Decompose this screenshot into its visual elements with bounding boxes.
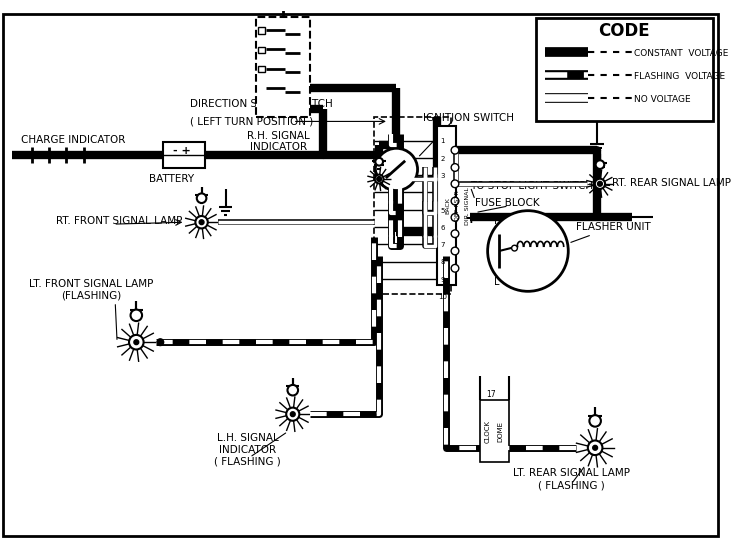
Circle shape bbox=[131, 310, 142, 321]
Text: CONSTANT  VOLTAGE: CONSTANT VOLTAGE bbox=[635, 49, 729, 58]
Circle shape bbox=[129, 335, 143, 349]
Text: FLASHER UNIT: FLASHER UNIT bbox=[571, 222, 650, 243]
Text: FLASHING  VOLTAGE: FLASHING VOLTAGE bbox=[635, 72, 725, 81]
Bar bbox=[163, 141, 206, 168]
Circle shape bbox=[596, 160, 605, 169]
Text: IGNITION SWITCH: IGNITION SWITCH bbox=[424, 113, 514, 123]
Circle shape bbox=[291, 412, 295, 416]
Circle shape bbox=[377, 177, 382, 182]
Text: LT. FRONT SIGNAL LAMP
(FLASHING): LT. FRONT SIGNAL LAMP (FLASHING) bbox=[29, 279, 153, 301]
Bar bbox=[374, 117, 451, 294]
Bar bbox=[535, 18, 713, 122]
Text: DIR. SIGNAL: DIR. SIGNAL bbox=[465, 187, 470, 225]
Text: L: L bbox=[494, 277, 500, 287]
Circle shape bbox=[288, 385, 298, 395]
Circle shape bbox=[376, 148, 418, 190]
Text: +: + bbox=[465, 211, 478, 226]
Circle shape bbox=[451, 180, 459, 188]
Text: DOME: DOME bbox=[497, 421, 503, 442]
Text: 7: 7 bbox=[440, 242, 445, 248]
Bar bbox=[437, 126, 456, 284]
Circle shape bbox=[451, 164, 459, 172]
Circle shape bbox=[598, 182, 602, 186]
Text: 10: 10 bbox=[438, 294, 447, 300]
Circle shape bbox=[451, 146, 459, 154]
Text: TO STOP LIGHT SWITCH: TO STOP LIGHT SWITCH bbox=[470, 180, 593, 191]
Circle shape bbox=[197, 194, 207, 203]
Text: RT. REAR SIGNAL LAMP: RT. REAR SIGNAL LAMP bbox=[612, 178, 731, 188]
Text: 9: 9 bbox=[440, 277, 445, 283]
Circle shape bbox=[451, 247, 459, 255]
Text: BACK: BACK bbox=[446, 197, 451, 214]
Bar bbox=[258, 66, 265, 73]
Text: DEF RSTR: DEF RSTR bbox=[455, 190, 460, 221]
Text: LT. REAR SIGNAL LAMP
( FLASHING ): LT. REAR SIGNAL LAMP ( FLASHING ) bbox=[513, 469, 629, 490]
Circle shape bbox=[451, 197, 459, 205]
Text: CODE: CODE bbox=[598, 22, 650, 40]
Circle shape bbox=[451, 213, 459, 221]
Text: BATTERY: BATTERY bbox=[149, 174, 194, 184]
Circle shape bbox=[487, 211, 569, 292]
Text: 1: 1 bbox=[440, 139, 445, 145]
Bar bbox=[480, 400, 508, 462]
Circle shape bbox=[199, 220, 204, 224]
Text: CHARGE INDICATOR: CHARGE INDICATOR bbox=[21, 135, 125, 146]
Text: - +: - + bbox=[173, 146, 191, 156]
Text: R.H. SIGNAL
INDICATOR: R.H. SIGNAL INDICATOR bbox=[247, 130, 309, 152]
Text: LIGHTING SWITCH: LIGHTING SWITCH bbox=[0, 549, 1, 550]
Circle shape bbox=[286, 408, 300, 421]
Text: 3: 3 bbox=[440, 173, 445, 179]
Text: 6: 6 bbox=[440, 225, 445, 231]
Text: DIRECTION SIGNAL SWITCH: DIRECTION SIGNAL SWITCH bbox=[190, 99, 333, 109]
Circle shape bbox=[451, 230, 459, 238]
Text: 5: 5 bbox=[440, 207, 445, 213]
Circle shape bbox=[590, 415, 601, 427]
Circle shape bbox=[593, 446, 598, 450]
Circle shape bbox=[375, 175, 384, 183]
Text: FUSE BLOCK: FUSE BLOCK bbox=[475, 198, 540, 208]
Text: 2: 2 bbox=[440, 156, 445, 162]
Circle shape bbox=[595, 179, 605, 189]
Bar bbox=[258, 47, 265, 53]
Text: NO VOLTAGE: NO VOLTAGE bbox=[635, 95, 691, 104]
Text: ( LEFT TURN POSITION ): ( LEFT TURN POSITION ) bbox=[190, 116, 313, 126]
Circle shape bbox=[451, 265, 459, 272]
Circle shape bbox=[511, 245, 517, 251]
Circle shape bbox=[157, 339, 164, 345]
Bar bbox=[258, 28, 265, 34]
Circle shape bbox=[588, 441, 602, 455]
Circle shape bbox=[376, 158, 383, 166]
Circle shape bbox=[594, 147, 600, 153]
Text: RT. FRONT SIGNAL LAMP: RT. FRONT SIGNAL LAMP bbox=[56, 216, 182, 226]
Text: P: P bbox=[494, 216, 500, 226]
Text: 17: 17 bbox=[486, 390, 496, 399]
Text: CLOCK: CLOCK bbox=[484, 420, 490, 443]
Circle shape bbox=[195, 216, 208, 228]
Text: 8: 8 bbox=[440, 260, 445, 266]
Circle shape bbox=[320, 152, 327, 158]
Circle shape bbox=[134, 340, 139, 345]
Text: L.H. SIGNAL
INDICATOR
( FLASHING ): L.H. SIGNAL INDICATOR ( FLASHING ) bbox=[214, 433, 281, 466]
Bar bbox=[256, 17, 310, 117]
